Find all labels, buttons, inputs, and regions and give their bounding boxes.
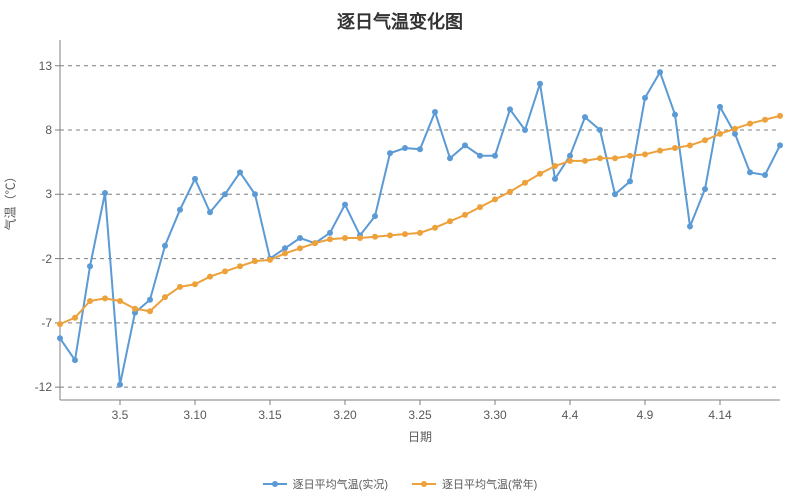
x-tick-label: 4.14 [705, 408, 735, 422]
y-tick-label: 13 [39, 59, 52, 73]
x-axis-label: 日期 [60, 428, 780, 445]
y-tick-label: 8 [45, 123, 52, 137]
x-tick-label: 4.4 [555, 408, 585, 422]
legend-swatch-normal [412, 483, 436, 485]
x-tick-label: 3.20 [330, 408, 360, 422]
legend-label-actual: 逐日平均气温(实况) [293, 476, 388, 492]
x-tick-label: 3.15 [255, 408, 285, 422]
temperature-chart: 逐日气温变化图 气温（℃） 日期 -12-7-238133.53.103.153… [0, 0, 800, 500]
x-tick-label: 3.10 [180, 408, 210, 422]
y-tick-label: -12 [35, 380, 52, 394]
x-tick-label: 3.30 [480, 408, 510, 422]
y-tick-label: -2 [41, 252, 52, 266]
legend-item-normal: 逐日平均气温(常年) [412, 476, 537, 492]
y-axis-label: 气温（℃） [2, 211, 19, 231]
legend-label-normal: 逐日平均气温(常年) [442, 476, 537, 492]
x-tick-label: 3.5 [105, 408, 135, 422]
legend: 逐日平均气温(实况) 逐日平均气温(常年) [0, 476, 800, 492]
legend-swatch-actual [263, 483, 287, 485]
y-tick-label: 3 [45, 187, 52, 201]
y-tick-label: -7 [41, 316, 52, 330]
x-tick-label: 4.9 [630, 408, 660, 422]
chart-plot-svg [0, 0, 800, 500]
x-tick-label: 3.25 [405, 408, 435, 422]
legend-item-actual: 逐日平均气温(实况) [263, 476, 388, 492]
